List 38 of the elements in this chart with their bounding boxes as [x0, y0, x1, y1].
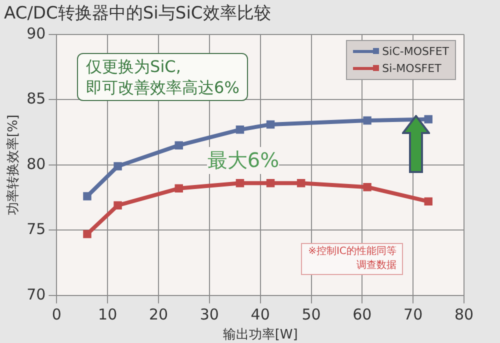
- annotation: 调查数据: [355, 259, 396, 274]
- point: [114, 201, 122, 210]
- point: [266, 120, 275, 129]
- x-tick-label: 10: [98, 305, 118, 324]
- point: [114, 162, 122, 170]
- point: [236, 179, 244, 188]
- annotation: 仅更换为SiC, 即可改善效率高达6%: [77, 52, 248, 101]
- point: [174, 184, 183, 193]
- x-tick-label: 80: [454, 305, 474, 324]
- annotation: 最大6%: [207, 146, 280, 174]
- x-tick-label: 0: [52, 305, 62, 324]
- point: [363, 182, 372, 192]
- y-tick-label: 70: [26, 285, 46, 304]
- y-axis-title: 功率转换效率[%]: [5, 114, 22, 216]
- point: [83, 230, 92, 238]
- point: [266, 179, 275, 188]
- x-tick-label: 30: [200, 305, 219, 324]
- point: [83, 192, 92, 200]
- x-tick-label: 40: [250, 305, 270, 324]
- y-tick-label: 80: [26, 154, 46, 173]
- point: [236, 126, 244, 134]
- y-tick-label: 85: [26, 90, 46, 108]
- legend-label: Si-MOSFET: [382, 62, 442, 76]
- point: [424, 115, 432, 124]
- annotation: ※控制IC的性能同等: [308, 245, 396, 260]
- x-tick-label: 60: [352, 305, 372, 324]
- x-axis-title: 输出功率[W]: [222, 326, 298, 343]
- legend-label: SiC-MOSFET: [382, 45, 449, 58]
- point: [363, 116, 372, 125]
- x-tick-label: 20: [148, 305, 168, 324]
- point: [424, 197, 432, 206]
- x-tick-label: 50: [302, 305, 321, 324]
- chart-title: AC/DC转换器中的Si与SiC效率比较: [4, 4, 271, 24]
- y-tick-label: 75: [26, 220, 46, 238]
- point: [296, 179, 306, 188]
- y-tick-label: 90: [26, 24, 46, 42]
- x-tick-label: 70: [404, 305, 423, 324]
- point: [174, 141, 183, 150]
